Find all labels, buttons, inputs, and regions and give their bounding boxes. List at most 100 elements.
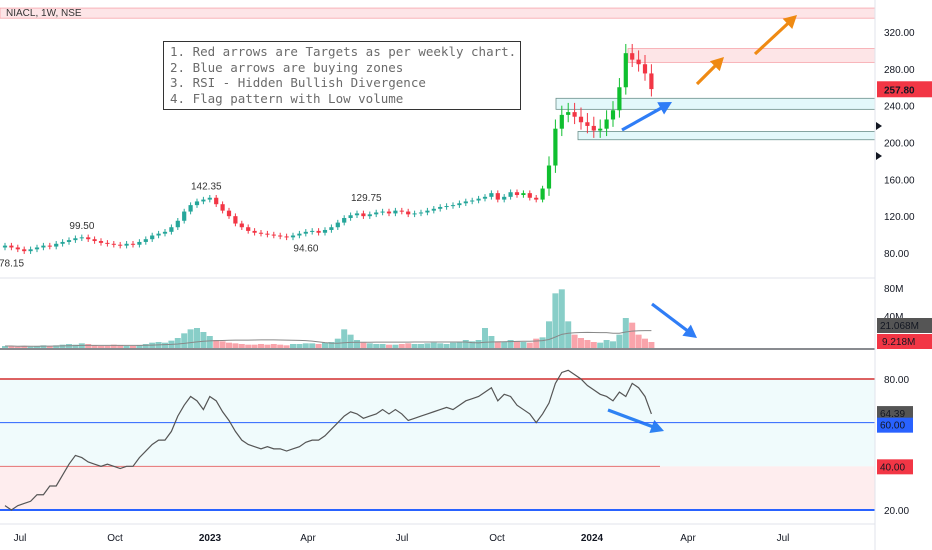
candle-body	[220, 204, 225, 211]
candle-body	[566, 112, 571, 115]
candle-body	[457, 203, 462, 206]
target-zone	[0, 7, 876, 19]
candle-body	[239, 223, 244, 228]
volume-bar	[136, 345, 143, 348]
price-tick-label: 320.00	[884, 28, 915, 39]
volume-value-box	[877, 334, 932, 349]
note-3: 3. RSI - Hidden Bullish Divergence	[170, 75, 426, 90]
volume-bar	[597, 342, 604, 348]
volume-bar	[494, 341, 501, 348]
price-annotation: 78.15	[0, 259, 24, 270]
candle-body	[444, 206, 449, 208]
candle-body	[399, 210, 404, 212]
candle-body	[572, 112, 577, 117]
volume-bar	[206, 336, 213, 348]
time-tick-label: Jul	[396, 533, 409, 544]
volume-bar	[565, 321, 572, 348]
time-tick-label: 2023	[199, 533, 222, 544]
volume-bar	[526, 342, 533, 348]
volume-bar	[635, 334, 642, 348]
volume-bar	[264, 344, 271, 348]
candle-body	[598, 128, 603, 131]
candle-body	[226, 210, 232, 217]
candle-body	[540, 188, 545, 200]
rsi-tick-label: 80.00	[884, 375, 909, 386]
candle-body	[354, 213, 360, 216]
volume-bar	[469, 341, 476, 348]
volume-bar	[187, 329, 194, 348]
volume-bar	[213, 340, 220, 348]
volume-bar	[283, 345, 290, 348]
volume-bar	[437, 343, 444, 348]
volume-bar	[558, 289, 565, 348]
volume-bar	[302, 343, 309, 348]
candle-body	[175, 220, 180, 228]
time-axis[interactable]: Jul Oct 2023 Apr Jul Oct 2024 Apr Jul	[14, 533, 790, 544]
rsi-line	[4, 369, 652, 511]
target-arrow-head	[782, 15, 797, 29]
candle-body	[246, 227, 251, 231]
volume-bar	[539, 337, 546, 348]
candle-body	[303, 231, 308, 234]
price-tick-label: 120.00	[884, 212, 915, 223]
candle-body	[252, 230, 257, 233]
note-1: 1. Red arrows are Targets as per weekly …	[170, 44, 517, 59]
candle-body	[297, 233, 302, 236]
candle-body	[425, 210, 430, 213]
candle-body	[591, 125, 596, 131]
volume-bar	[354, 340, 360, 348]
volume-tick-label: 40M	[884, 312, 903, 323]
candle-body	[265, 233, 270, 235]
price-annotations: 78.15 99.50 142.35 94.60 129.75	[0, 182, 382, 270]
candle-body	[162, 231, 168, 234]
volume-bar	[546, 321, 552, 348]
volume-bar	[462, 340, 469, 348]
volume-bar	[578, 338, 584, 348]
volume-bar	[347, 334, 354, 348]
price-candles	[2, 43, 654, 254]
candle-body	[79, 237, 84, 239]
candle-body	[380, 211, 385, 213]
volume-bar	[392, 344, 399, 348]
volume-bar	[648, 342, 655, 348]
price-tick-label: 240.00	[884, 102, 915, 113]
volume-bar	[104, 346, 111, 348]
candle-body	[406, 211, 411, 215]
volume-bar	[91, 345, 98, 348]
candle-body	[98, 241, 104, 243]
price-tick-label: 160.00	[884, 175, 915, 186]
note-4: 4. Flag pattern with Low volume	[170, 90, 404, 106]
candle-body	[137, 241, 142, 245]
candle-body	[111, 243, 116, 245]
candle-body	[194, 201, 200, 206]
volume-bar	[162, 342, 168, 348]
candle-body	[450, 205, 456, 207]
candle-body	[22, 249, 27, 252]
volume-bar	[610, 341, 616, 348]
volume-bar	[277, 344, 284, 348]
candle-body	[118, 244, 123, 246]
volume-bar	[181, 333, 188, 348]
candle-body	[642, 64, 648, 74]
volume-bar	[603, 340, 610, 348]
volume-bar	[123, 346, 130, 348]
volume-bar	[53, 345, 60, 348]
rsi-value: 64.39	[880, 409, 905, 420]
candle-body	[374, 212, 379, 215]
candle-body	[233, 216, 238, 224]
candle-body	[348, 215, 353, 219]
price-axis[interactable]: 320.00 280.00 240.00 200.00 160.00 120.00 80.0…	[876, 28, 932, 517]
rsi-value-box	[877, 459, 913, 475]
volume-bar	[430, 342, 437, 348]
volume-bar	[322, 342, 328, 348]
volume-bar	[130, 346, 136, 348]
candle-body	[623, 53, 628, 88]
candle-body	[463, 201, 468, 204]
candle-body	[92, 239, 97, 242]
price-annotation: 129.75	[351, 193, 382, 204]
buy-arrow	[651, 302, 693, 336]
volume-bar	[142, 344, 149, 348]
symbol-title: NIACL, 1W, NSE	[6, 8, 82, 19]
volume-bar	[424, 343, 431, 348]
last-price-label: 257.80	[884, 85, 915, 96]
